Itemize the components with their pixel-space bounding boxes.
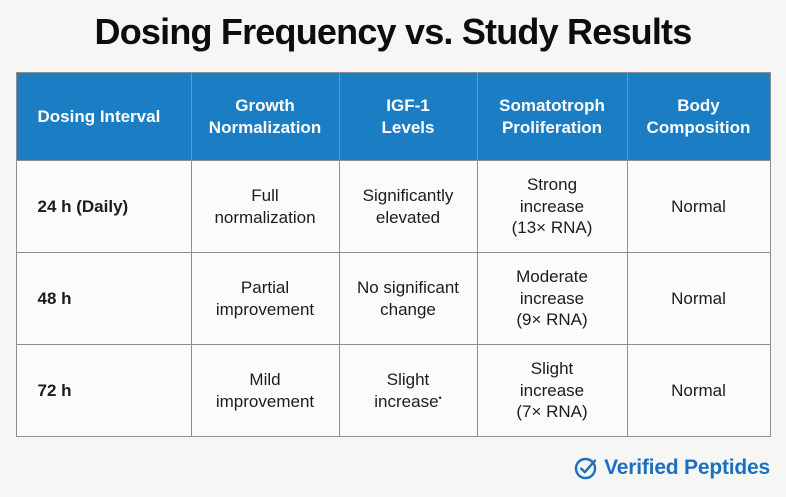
cell-body-composition: Normal	[626, 344, 771, 437]
cell-igf1-levels: Significantly elevated	[338, 160, 478, 253]
table-header: Dosing Interval Growth Normalization IGF…	[15, 72, 771, 161]
cell-igf1-text: Slight increase	[374, 369, 439, 411]
table-row: 24 h (Daily) Full normalization Signific…	[15, 160, 771, 253]
cell-growth-normalization: Full normalization	[190, 160, 340, 253]
cell-dosing-interval: 72 h	[15, 344, 192, 437]
cell-somatotroph-proliferation: Strong increase (13× RNA)	[476, 160, 628, 253]
cell-somatotroph-proliferation: Moderate increase (9× RNA)	[476, 252, 628, 345]
dosing-results-table: Dosing Interval Growth Normalization IGF…	[15, 72, 771, 437]
page-title: Dosing Frequency vs. Study Results	[94, 11, 693, 52]
table-body: 24 h (Daily) Full normalization Signific…	[15, 160, 771, 437]
brand-footer: Verified Peptides	[0, 455, 770, 481]
cell-igf1-text: Significantly elevated	[362, 185, 454, 227]
header-row: Dosing Interval Growth Normalization IGF…	[15, 72, 771, 161]
cell-dosing-interval: 24 h (Daily)	[15, 160, 192, 253]
table-row: 48 h Partial improvement No significant …	[15, 252, 771, 345]
footnote-marker: •	[438, 392, 442, 403]
cell-igf1-text: No significant change	[356, 277, 460, 319]
verified-check-icon	[573, 455, 599, 481]
table-row: 72 h Mild improvement Slight increase• S…	[15, 344, 771, 437]
column-header-body-composition: Body Composition	[626, 72, 771, 161]
cell-dosing-interval: 48 h	[15, 252, 192, 345]
cell-growth-normalization: Partial improvement	[190, 252, 340, 345]
column-header-dosing-interval: Dosing Interval	[15, 72, 192, 161]
column-header-igf1-levels: IGF-1 Levels	[338, 72, 478, 161]
brand-name: Verified Peptides	[604, 456, 770, 479]
cell-igf1-levels: Slight increase•	[338, 344, 478, 437]
column-header-growth-normalization: Growth Normalization	[190, 72, 340, 161]
column-header-somatotroph-proliferation: Somatotroph Proliferation	[476, 72, 628, 161]
cell-growth-normalization: Mild improvement	[190, 344, 340, 437]
cell-body-composition: Normal	[626, 252, 771, 345]
cell-body-composition: Normal	[626, 160, 771, 253]
cell-somatotroph-proliferation: Slight increase (7× RNA)	[476, 344, 628, 437]
cell-igf1-levels: No significant change	[338, 252, 478, 345]
